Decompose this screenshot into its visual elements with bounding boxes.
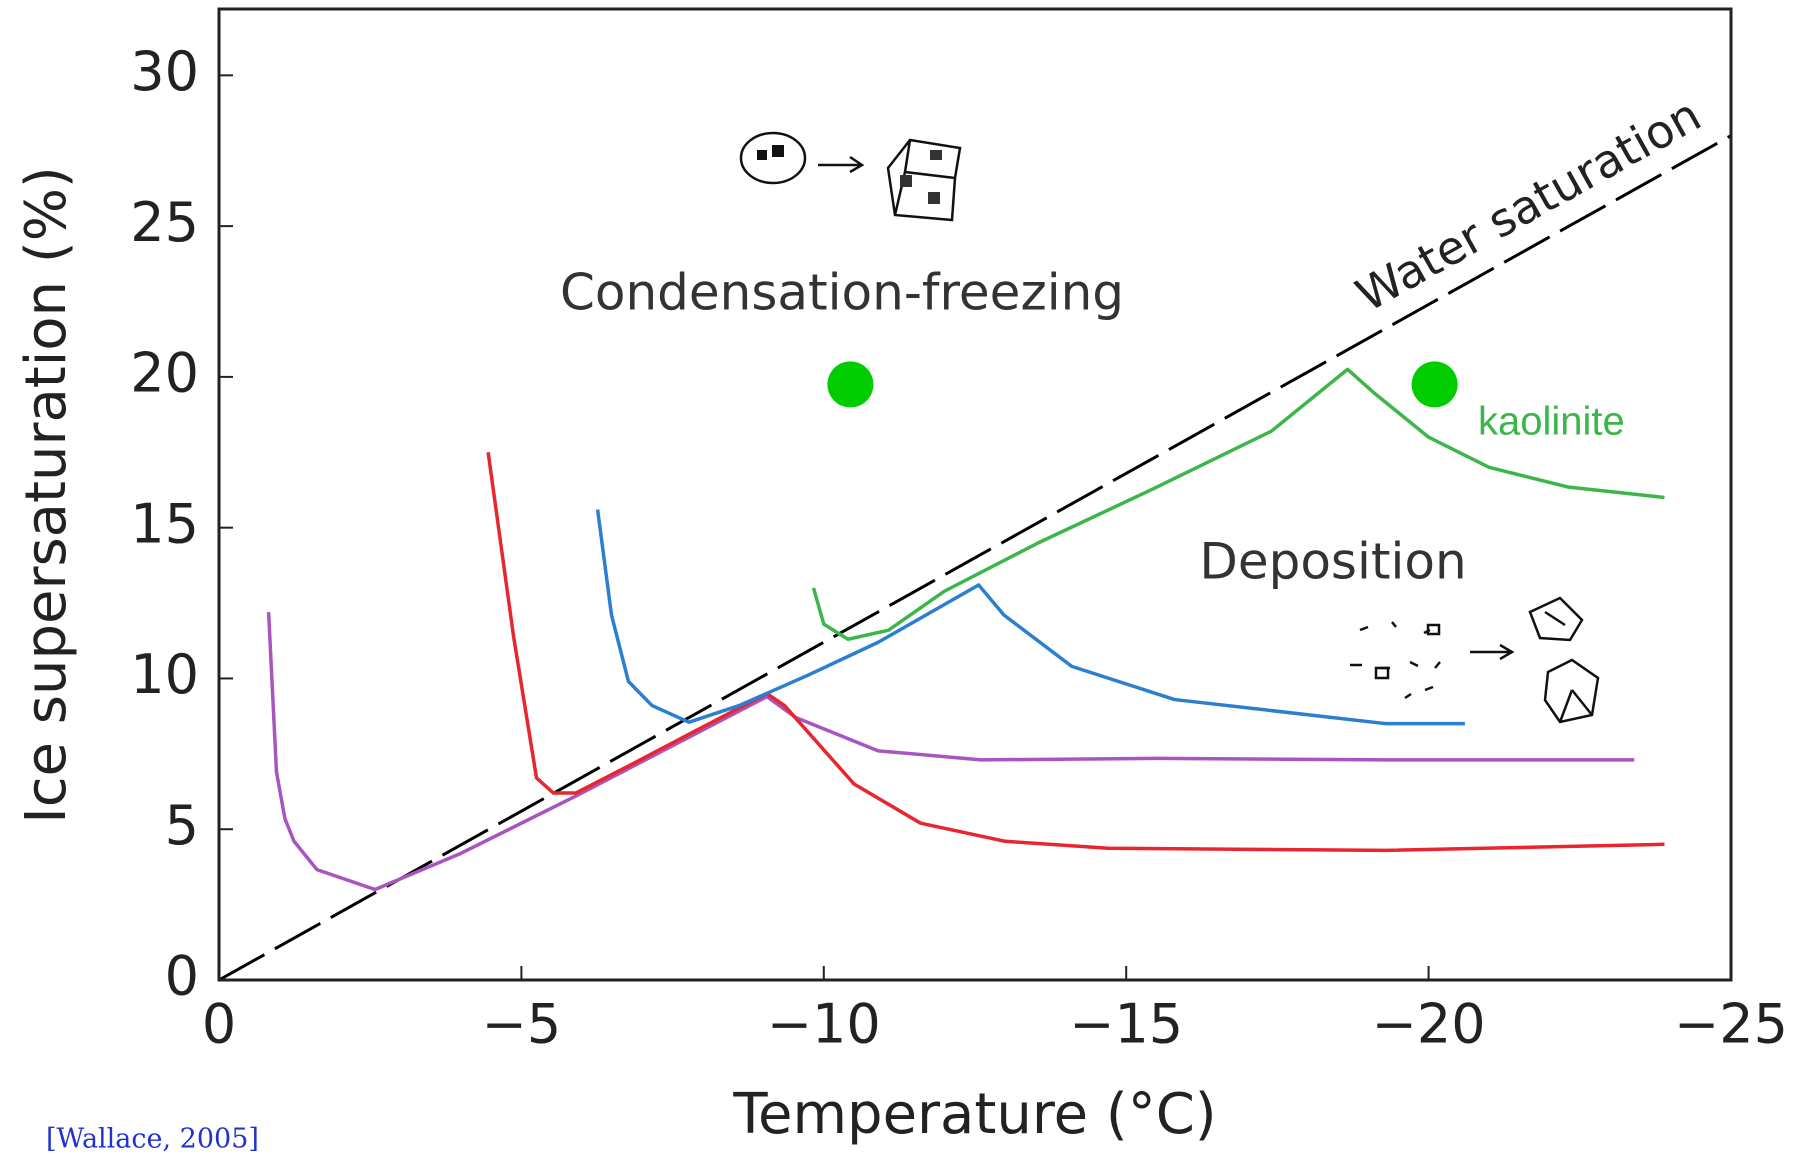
y-tick-label: 20 bbox=[130, 342, 199, 405]
citation: [Wallace, 2005] bbox=[46, 1124, 259, 1155]
series-line bbox=[266, 612, 1635, 892]
y-tick-label: 30 bbox=[130, 40, 199, 103]
marker bbox=[1411, 361, 1458, 408]
marker bbox=[827, 361, 874, 408]
series-line bbox=[595, 509, 1465, 726]
y-tick-label: 15 bbox=[130, 492, 199, 555]
series-label: Water saturation bbox=[1347, 87, 1710, 322]
series-label: kaolinite bbox=[1478, 400, 1625, 444]
series-line bbox=[218, 134, 1732, 982]
annotation: Deposition bbox=[1199, 533, 1466, 591]
y-tick-label: 10 bbox=[130, 643, 199, 706]
series-line bbox=[811, 367, 1665, 641]
y-tick-label: 0 bbox=[165, 945, 199, 1008]
y-axis-title: Ice supersaturation (%) bbox=[14, 166, 79, 824]
sketch-condensation bbox=[739, 131, 962, 222]
x-axis-title: Temperature (°C) bbox=[732, 1082, 1216, 1147]
y-tick-label: 5 bbox=[165, 794, 199, 857]
sketch-deposition bbox=[1350, 596, 1600, 724]
x-tick-label: −10 bbox=[767, 993, 881, 1056]
x-tick-label: −20 bbox=[1372, 993, 1486, 1056]
x-tick-label: −25 bbox=[1674, 993, 1788, 1056]
annotation: Condensation-freezing bbox=[560, 264, 1124, 322]
y-tick-label: 25 bbox=[130, 191, 199, 254]
x-tick-label: 0 bbox=[202, 993, 236, 1056]
plot-frame bbox=[217, 7, 1733, 982]
x-tick-label: −15 bbox=[1069, 993, 1183, 1056]
x-tick-label: −5 bbox=[482, 993, 562, 1056]
